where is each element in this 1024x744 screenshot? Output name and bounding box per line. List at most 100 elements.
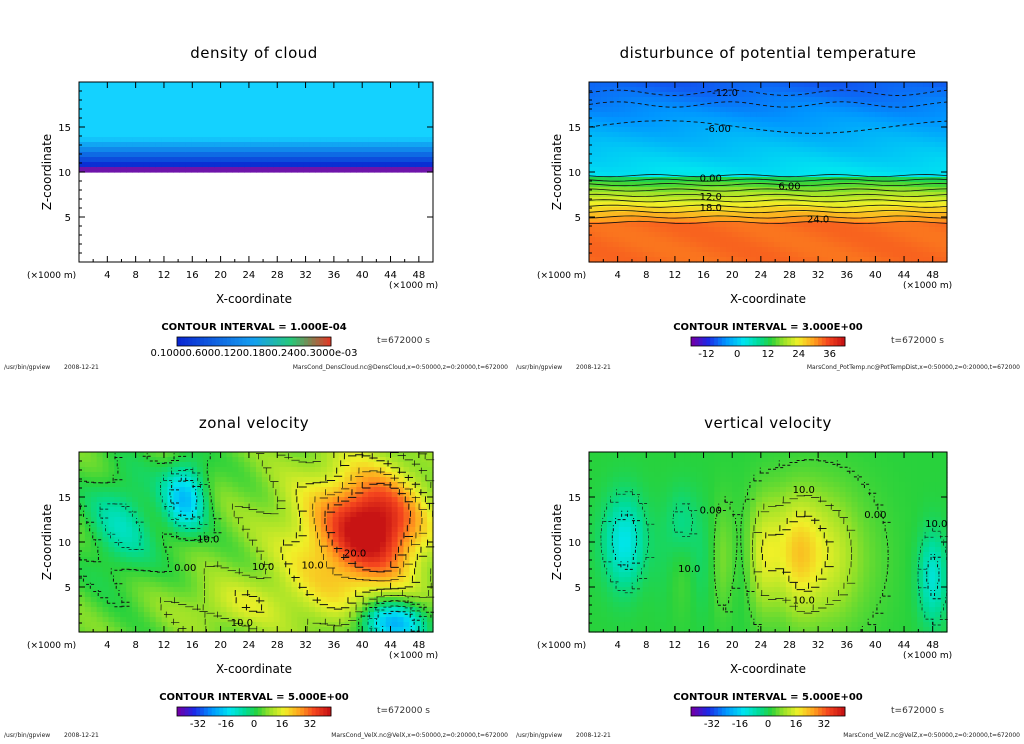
heatmap-cell (421, 132, 428, 138)
heatmap-cell (97, 147, 104, 153)
heatmap-cell (804, 227, 811, 233)
heatmap-cell (256, 117, 263, 123)
heatmap-cell (679, 132, 686, 138)
heatmap-cell (126, 552, 133, 558)
heatmap-cell (852, 147, 859, 153)
heatmap-cell (619, 192, 626, 198)
heatmap-cell (679, 167, 686, 173)
colorbar-swatch (281, 337, 285, 346)
heatmap-cell (696, 82, 703, 88)
heatmap-cell (714, 157, 721, 163)
heatmap-cell (120, 527, 127, 533)
heatmap-cell (667, 132, 674, 138)
heatmap-cell (268, 547, 275, 553)
heatmap-cell (893, 97, 900, 103)
heatmap-cell (91, 97, 98, 103)
heatmap-cell (374, 162, 381, 168)
heatmap-cell (191, 112, 198, 118)
heatmap-cell (286, 162, 293, 168)
heatmap-cell (262, 527, 269, 533)
heatmap-cell (203, 547, 210, 553)
heatmap-cell (215, 617, 222, 623)
heatmap-cell (250, 492, 257, 498)
heatmap-cell (179, 127, 186, 133)
heatmap-cell (262, 167, 269, 173)
heatmap-cell (274, 142, 281, 148)
x-tick-label: 12 (669, 270, 682, 281)
heatmap-cell (221, 587, 228, 593)
heatmap-cell (798, 197, 805, 203)
heatmap-cell (250, 517, 257, 523)
heatmap-cell (810, 112, 817, 118)
heatmap-cell (649, 242, 656, 248)
heatmap-cell (816, 117, 823, 123)
heatmap-cell (79, 617, 86, 623)
heatmap-cell (380, 162, 387, 168)
heatmap-cell (905, 97, 912, 103)
heatmap-cell (114, 577, 121, 583)
heatmap-cell (679, 117, 686, 123)
heatmap-cell (303, 512, 310, 518)
heatmap-cell (250, 552, 257, 558)
heatmap-cell (887, 192, 894, 198)
heatmap-cell (350, 87, 357, 93)
heatmap-cell (631, 97, 638, 103)
heatmap-cell (309, 587, 316, 593)
heatmap-cell (893, 202, 900, 208)
heatmap-cell (637, 162, 644, 168)
heatmap-cell (923, 137, 930, 143)
heatmap-cell (168, 537, 175, 543)
heatmap-cell (114, 522, 121, 528)
colorbar-swatch (200, 337, 204, 346)
heatmap-cell (756, 157, 763, 163)
heatmap-cell (625, 157, 632, 163)
heatmap-cell (792, 167, 799, 173)
heatmap-cell (280, 612, 287, 618)
heatmap-cell (350, 112, 357, 118)
heatmap-cell (238, 482, 245, 488)
heatmap-cell (834, 142, 841, 148)
heatmap-cell (268, 612, 275, 618)
heatmap-cell (126, 482, 133, 488)
heatmap-cell (232, 102, 239, 108)
heatmap-cell (303, 127, 310, 133)
heatmap-cell (321, 87, 328, 93)
heatmap-cell (138, 542, 145, 548)
heatmap-cell (774, 132, 781, 138)
heatmap-cell (85, 167, 92, 173)
heatmap-cell (268, 112, 275, 118)
heatmap-cell (203, 117, 210, 123)
heatmap-cell (828, 247, 835, 253)
heatmap-cell (935, 177, 942, 183)
heatmap-cell (303, 472, 310, 478)
heatmap-cell (679, 237, 686, 243)
heatmap-cell (398, 87, 405, 93)
heatmap-cell (103, 522, 110, 528)
y-tick-label: 15 (568, 123, 581, 134)
heatmap-cell (315, 462, 322, 468)
heatmap-cell (810, 127, 817, 133)
heatmap-cell (768, 117, 775, 123)
heatmap-cell (893, 242, 900, 248)
heatmap-cell (173, 557, 180, 563)
heatmap-cell (816, 232, 823, 238)
heatmap-cell (215, 582, 222, 588)
heatmap-cell (109, 487, 116, 493)
heatmap-field (589, 82, 948, 263)
heatmap-cell (179, 597, 186, 603)
heatmap-cell (144, 137, 151, 143)
heatmap-cell (899, 162, 906, 168)
heatmap-cell (816, 102, 823, 108)
heatmap-cell (221, 492, 228, 498)
heatmap-cell (244, 497, 251, 503)
heatmap-cell (203, 102, 210, 108)
heatmap-cell (869, 147, 876, 153)
heatmap-cell (309, 472, 316, 478)
heatmap-cell (126, 107, 133, 113)
heatmap-cell (607, 117, 614, 123)
heatmap-cell (227, 612, 234, 618)
heatmap-cell (286, 507, 293, 513)
heatmap-cell (274, 532, 281, 538)
heatmap-cell (637, 132, 644, 138)
heatmap-cell (303, 147, 310, 153)
